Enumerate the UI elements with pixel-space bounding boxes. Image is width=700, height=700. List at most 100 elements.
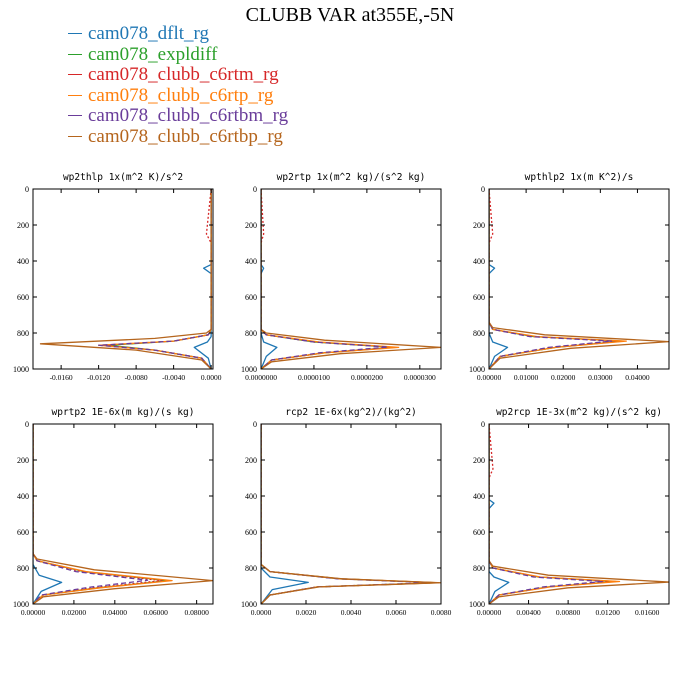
chart-panel: wp2thlp 1x(m^2 K)/s^2 0 200 400 600 800 1000 -0… <box>13 172 222 382</box>
x-tick-label: 0.00000 <box>21 608 46 617</box>
legend-label: cam078_clubb_c6rtp_rg <box>88 84 274 106</box>
chart-panel: wp2rcp 1E-3x(m^2 kg)/(s^2 kg) 0 200 400 600 8… <box>469 407 670 617</box>
series-line <box>33 424 173 604</box>
x-tick-label: 0.02000 <box>551 373 576 382</box>
x-tick-label: 0.00000 <box>477 373 502 382</box>
x-tick-label: 0.0000300 <box>404 373 436 382</box>
y-tick-label: 400 <box>473 257 485 266</box>
chart-title: rcp2 1E-6x(kg^2)/(kg^2) <box>285 407 417 418</box>
legend-swatch <box>68 74 82 76</box>
plot-frame <box>260 188 442 370</box>
plot-frame <box>488 423 670 605</box>
y-tick-label: 600 <box>473 293 485 302</box>
x-tick-label: -0.0080 <box>125 373 148 382</box>
chart-panel: wp2rtp 1x(m^2 kg)/(s^2 kg) 0 200 400 600 800 1… <box>241 172 442 382</box>
x-tick-label: 0.0020 <box>296 608 317 617</box>
y-tick-label: 200 <box>245 221 257 230</box>
y-tick-label: 0 <box>481 185 485 194</box>
y-tick-label: 800 <box>17 564 29 573</box>
x-tick-label: 0.0000 <box>251 608 272 617</box>
series-line <box>489 189 624 369</box>
x-tick-label: 0.01200 <box>595 608 620 617</box>
series-line <box>33 424 169 604</box>
chart-title: wprtp2 1E-6x(m kg)/(s kg) <box>52 407 195 418</box>
y-tick-label: 800 <box>245 564 257 573</box>
x-tick-label: -0.0160 <box>50 373 73 382</box>
legend-item: cam078_clubb_c6rtm_rg <box>68 64 288 86</box>
y-tick-label: 0 <box>253 185 257 194</box>
y-tick-label: 800 <box>473 329 485 338</box>
x-tick-label: -0.0120 <box>87 373 110 382</box>
chart-title: wp2thlp 1x(m^2 K)/s^2 <box>63 172 183 183</box>
legend-label: cam078_clubb_c6rtm_rg <box>88 64 279 85</box>
y-tick-label: 1000 <box>241 365 257 374</box>
figure-title: CLUBB VAR at355E,-5N <box>245 4 455 26</box>
legend-label: cam078_clubb_c6rtbp_rg <box>88 125 283 147</box>
legend-swatch <box>68 115 82 117</box>
legend-swatch <box>68 33 82 35</box>
y-tick-label: 400 <box>245 492 257 501</box>
series-line <box>193 189 212 369</box>
chart-panel: rcp2 1E-6x(kg^2)/(kg^2) 0 200 400 600 800 1000… <box>241 407 452 617</box>
y-tick-label: 1000 <box>469 600 485 609</box>
series-line <box>261 424 440 604</box>
legend-swatch <box>68 53 82 55</box>
y-tick-label: 200 <box>245 456 257 465</box>
y-tick-label: 0 <box>253 420 257 429</box>
y-tick-label: 1000 <box>13 600 29 609</box>
x-tick-label: 0.0080 <box>431 608 452 617</box>
series-line <box>33 424 63 604</box>
series-line <box>261 424 438 604</box>
legend-item: cam078_clubb_c6rtbm_rg <box>68 105 289 127</box>
series-line <box>33 424 163 604</box>
x-tick-label: 0.0000200 <box>351 373 383 382</box>
chart-panel: wprtp2 1E-6x(m kg)/(s kg) 0 200 400 600 800 10… <box>13 407 214 617</box>
y-tick-label: 0 <box>481 420 485 429</box>
x-tick-label: 0.0000100 <box>298 373 330 382</box>
y-tick-label: 400 <box>17 257 29 266</box>
chart-title: wpthlp2 1x(m K^2)/s <box>525 172 634 183</box>
x-tick-label: 0.02000 <box>62 608 87 617</box>
y-tick-label: 200 <box>473 456 485 465</box>
y-tick-label: 1000 <box>13 365 29 374</box>
chart-title: wp2rtp 1x(m^2 kg)/(s^2 kg) <box>277 172 426 183</box>
series-line <box>489 424 510 604</box>
series-line <box>33 424 213 604</box>
legend-label: cam078_clubb_c6rtbm_rg <box>88 105 289 126</box>
plot-frame <box>260 423 442 605</box>
x-tick-label: 0.0000 <box>201 373 222 382</box>
y-tick-label: 600 <box>17 293 29 302</box>
y-tick-label: 200 <box>17 221 29 230</box>
x-tick-label: 0.08000 <box>184 608 209 617</box>
series-line <box>97 189 212 369</box>
y-tick-label: 600 <box>245 293 257 302</box>
legend-label: cam078_expldiff <box>88 43 218 65</box>
legend-swatch <box>68 94 82 96</box>
plot-frame <box>32 423 214 605</box>
y-tick-label: 200 <box>473 221 485 230</box>
legend-item: cam078_dflt_rg <box>68 23 288 45</box>
series-line <box>261 424 433 604</box>
series-line <box>489 424 617 604</box>
series-line <box>261 189 441 369</box>
x-tick-label: 0.00000 <box>477 608 502 617</box>
series-line <box>489 424 621 604</box>
x-tick-label: -0.0040 <box>162 373 185 382</box>
x-tick-label: 0.01000 <box>514 373 539 382</box>
series-line <box>39 189 212 369</box>
legend: cam078_dflt_rg cam078_expldiff cam078_club… <box>68 23 289 147</box>
y-tick-label: 800 <box>17 329 29 338</box>
y-tick-label: 800 <box>473 564 485 573</box>
x-tick-label: 0.03000 <box>588 373 613 382</box>
series-line <box>261 189 389 369</box>
chart-panel: wpthlp2 1x(m K^2)/s 0 200 400 600 800 10000.00… <box>469 172 670 382</box>
series-line <box>261 424 309 604</box>
y-tick-label: 400 <box>245 257 257 266</box>
y-tick-label: 1000 <box>241 600 257 609</box>
series-line <box>261 424 441 604</box>
legend-item: cam078_clubb_c6rtp_rg <box>68 84 288 107</box>
y-tick-label: 0 <box>25 185 29 194</box>
x-tick-label: 0.00800 <box>556 608 581 617</box>
